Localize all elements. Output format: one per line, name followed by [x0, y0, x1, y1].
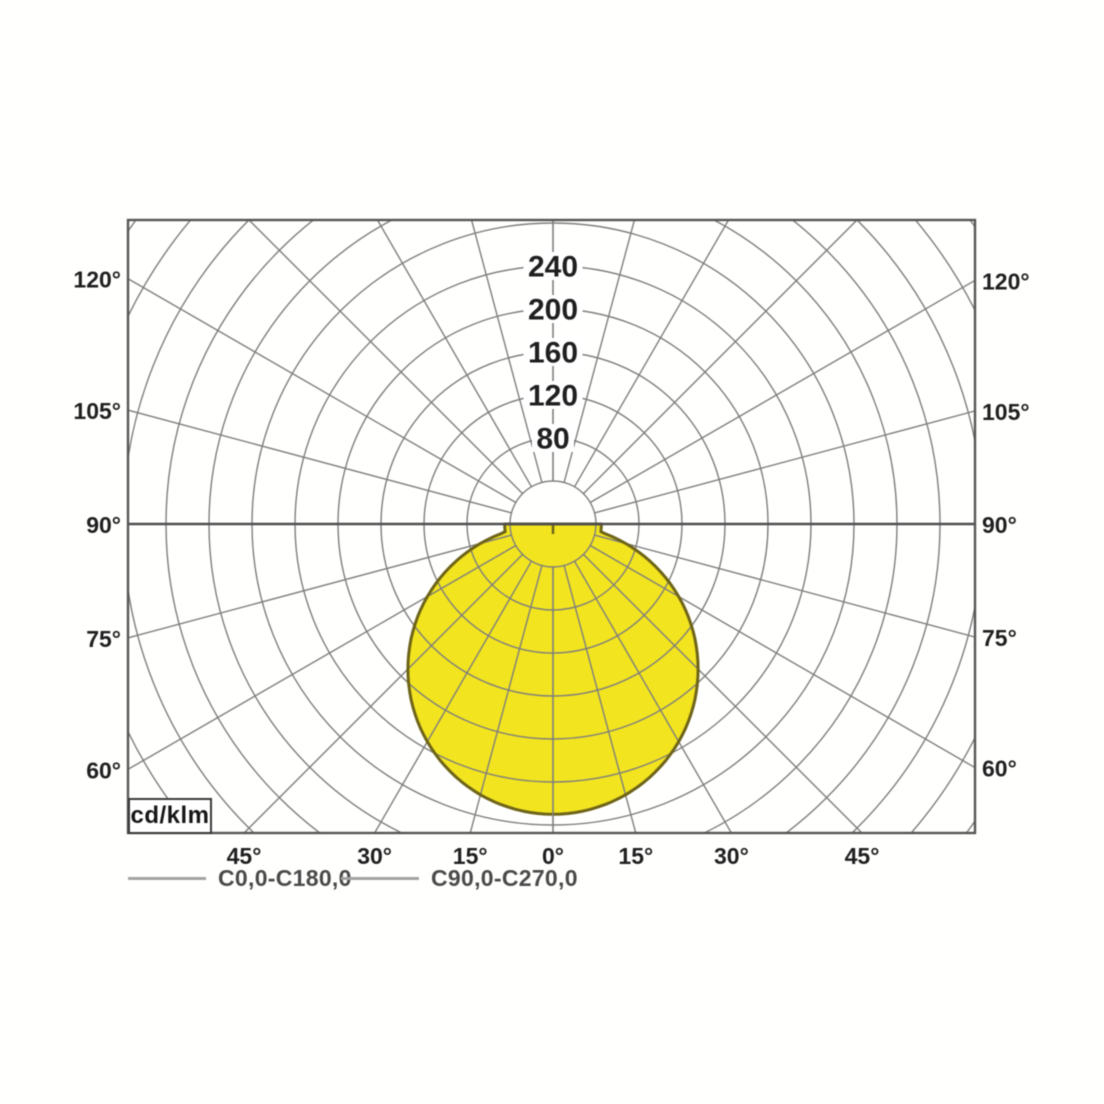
- legend-item-c0-c180: C0,0-C180,0: [128, 863, 352, 893]
- chart-border: [126, 218, 977, 835]
- angle-label-bottom-4: 15°: [618, 843, 653, 869]
- angle-label-bottom-6: 45°: [845, 843, 880, 869]
- angle-label-left-75: 75°: [86, 626, 121, 652]
- radial-tick-mask-80: [532, 424, 574, 452]
- grid-radial-line-315: [243, 553, 524, 833]
- radial-tick-label-120: 120: [528, 380, 578, 413]
- radial-tick-label-160: 160: [528, 337, 578, 370]
- radial-tick-mask-160: [523, 338, 583, 366]
- angle-label-left-120: 120°: [73, 267, 121, 293]
- legend-label-c0-c180: C0,0-C180,0: [218, 864, 352, 891]
- angle-label-bottom-2: 15°: [453, 843, 488, 869]
- angle-label-bottom-5: 30°: [714, 843, 749, 869]
- legend-line-swatch-c90-c270: [341, 876, 419, 880]
- radial-unit-label: cd/klm: [130, 802, 210, 829]
- grid-radial-line-345: [469, 565, 543, 833]
- grid-radial-line-150: [573, 220, 730, 488]
- angle-label-bottom-3: 0°: [542, 843, 564, 869]
- radial-tick-mask-120: [523, 381, 583, 409]
- grid-radial-line-330: [373, 560, 533, 833]
- grid-radial-line-30: [573, 560, 733, 833]
- grid-radial-line-45: [582, 553, 863, 833]
- grid-radial-line-135: [582, 220, 858, 495]
- angle-label-right-60: 60°: [982, 756, 1017, 782]
- grid-radial-line-225: [248, 220, 524, 495]
- grid-radial-line-210: [376, 220, 533, 488]
- angle-label-right-120: 120°: [982, 268, 1030, 294]
- angle-label-right-90: 90°: [982, 512, 1017, 538]
- angle-label-right-75: 75°: [982, 625, 1017, 651]
- grid-radial-line-285: [128, 534, 512, 639]
- grid-radial-line-165: [563, 220, 636, 483]
- distribution-lobe-outline: [406, 522, 700, 816]
- radial-unit-box: cd/klm: [128, 798, 212, 834]
- angle-label-bottom-0: 45°: [227, 843, 262, 869]
- legend-line-swatch-c0-c180: [128, 876, 206, 880]
- chart-legend: C0,0-C180,0 C90,0-C270,0: [0, 863, 1104, 893]
- legend-item-c90-c270: C90,0-C270,0: [341, 863, 578, 893]
- radial-tick-label-240: 240: [528, 251, 578, 284]
- grid-radial-line-255: [128, 409, 512, 514]
- angle-label-right-105: 105°: [982, 399, 1030, 425]
- grid-radial-line-75: [594, 534, 975, 638]
- radial-tick-label-80: 80: [536, 423, 569, 456]
- grid-radial-line-15: [563, 565, 637, 833]
- radial-tick-mask-200: [523, 295, 583, 323]
- grid-radial-line-240: [128, 277, 517, 504]
- grid-radial-line-120: [589, 279, 975, 504]
- angle-label-left-60: 60°: [86, 757, 121, 783]
- angle-label-bottom-1: 30°: [357, 843, 392, 869]
- radial-tick-label-200: 200: [528, 294, 578, 327]
- grid-radial-line-105: [594, 410, 975, 514]
- angle-label-left-90: 90°: [86, 512, 121, 538]
- angle-label-left-105: 105°: [73, 398, 121, 424]
- legend-label-c90-c270: C90,0-C270,0: [431, 864, 578, 891]
- radial-tick-mask-240: [523, 252, 583, 280]
- grid-radial-line-195: [470, 220, 543, 483]
